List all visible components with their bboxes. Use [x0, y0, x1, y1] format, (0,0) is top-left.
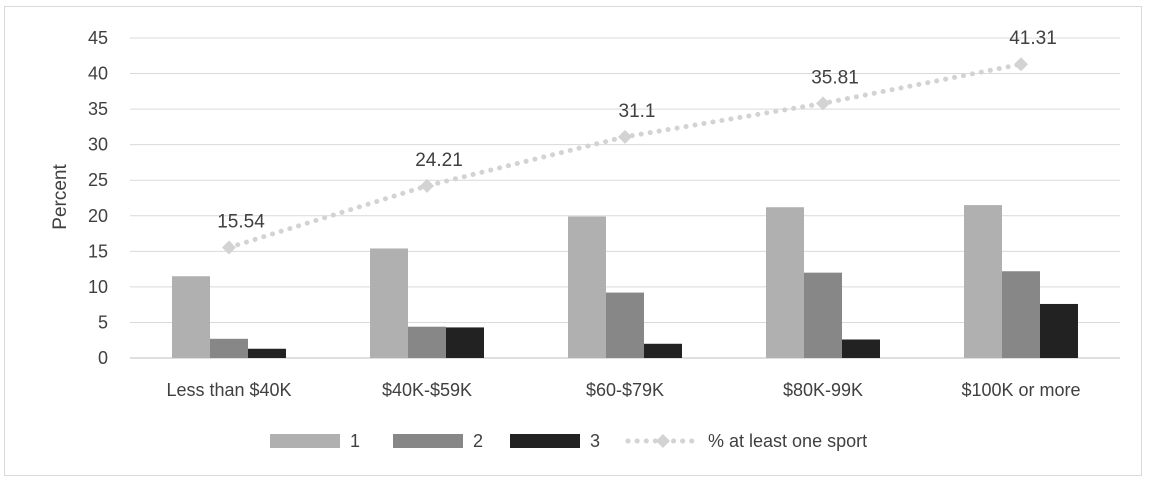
bar-series-2-4: [804, 272, 842, 358]
x-tick-label: $60-$79K: [586, 380, 664, 400]
data-label-5: 41.31: [1009, 28, 1057, 49]
y-axis-ticks: 0 5 10 15 20 25 30 35 40 45: [88, 28, 108, 368]
y-tick-label: 30: [88, 135, 108, 155]
y-axis-label: Percent: [50, 164, 71, 230]
gridlines: [130, 37, 1120, 359]
y-tick-label: 0: [98, 348, 108, 368]
data-label-1: 15.54: [217, 211, 265, 232]
line-series: 15.54 24.21 31.1 35.81 41.31: [217, 28, 1057, 255]
y-tick-label: 20: [88, 206, 108, 226]
line-marker-2: [420, 178, 434, 193]
legend-swatch-1: [270, 434, 340, 448]
x-tick-label: $40K-$59K: [382, 380, 472, 400]
y-tick-label: 5: [98, 312, 108, 332]
bar-series-3-5: [1040, 303, 1078, 358]
legend: 1 2 3 % at least one sport: [270, 431, 867, 451]
bar-series-2-1: [210, 338, 248, 358]
y-tick-label: 40: [88, 64, 108, 84]
bar-series-1-1: [172, 276, 210, 358]
legend-swatch-2: [393, 434, 463, 448]
bar-series-1-5: [964, 205, 1002, 358]
bar-series-3-3: [644, 343, 682, 358]
bar-series-2-5: [1002, 271, 1040, 358]
legend-swatch-3: [510, 434, 580, 448]
bar-series-3-4: [842, 339, 880, 358]
line-percent-at-least-one-sport: [226, 61, 1024, 250]
bar-series-2-3: [606, 292, 644, 358]
legend-label-3: 3: [590, 431, 600, 451]
bars: [172, 205, 1078, 358]
y-tick-label: 35: [88, 99, 108, 119]
legend-label-1: 1: [350, 431, 360, 451]
bar-series-3-1: [248, 348, 286, 358]
y-tick-label: 10: [88, 277, 108, 297]
x-tick-label: $80K-99K: [783, 380, 863, 400]
bar-series-1-3: [568, 216, 606, 358]
legend-label-line: % at least one sport: [708, 431, 867, 451]
y-tick-label: 45: [88, 28, 108, 48]
bar-series-3-2: [446, 327, 484, 358]
bar-series-1-2: [370, 248, 408, 358]
legend-diamond-marker: [656, 434, 670, 448]
bar-series-2-2: [408, 326, 446, 358]
line-marker-5: [1014, 57, 1028, 72]
data-label-2: 24.21: [415, 150, 463, 171]
chart-frame: [4, 6, 1142, 476]
line-marker-1: [222, 240, 236, 255]
data-label-3: 31.1: [619, 101, 656, 122]
bar-series-1-4: [766, 207, 804, 358]
legend-label-2: 2: [473, 431, 483, 451]
x-axis-ticks: Less than $40K $40K-$59K $60-$79K $80K-99K $…: [166, 380, 1080, 400]
y-tick-label: 25: [88, 170, 108, 190]
x-tick-label: Less than $40K: [166, 380, 291, 400]
line-marker-4: [816, 96, 830, 111]
line-marker-3: [618, 129, 632, 144]
y-tick-label: 15: [88, 241, 108, 261]
data-label-4: 35.81: [811, 67, 859, 88]
x-tick-label: $100K or more: [961, 380, 1080, 400]
